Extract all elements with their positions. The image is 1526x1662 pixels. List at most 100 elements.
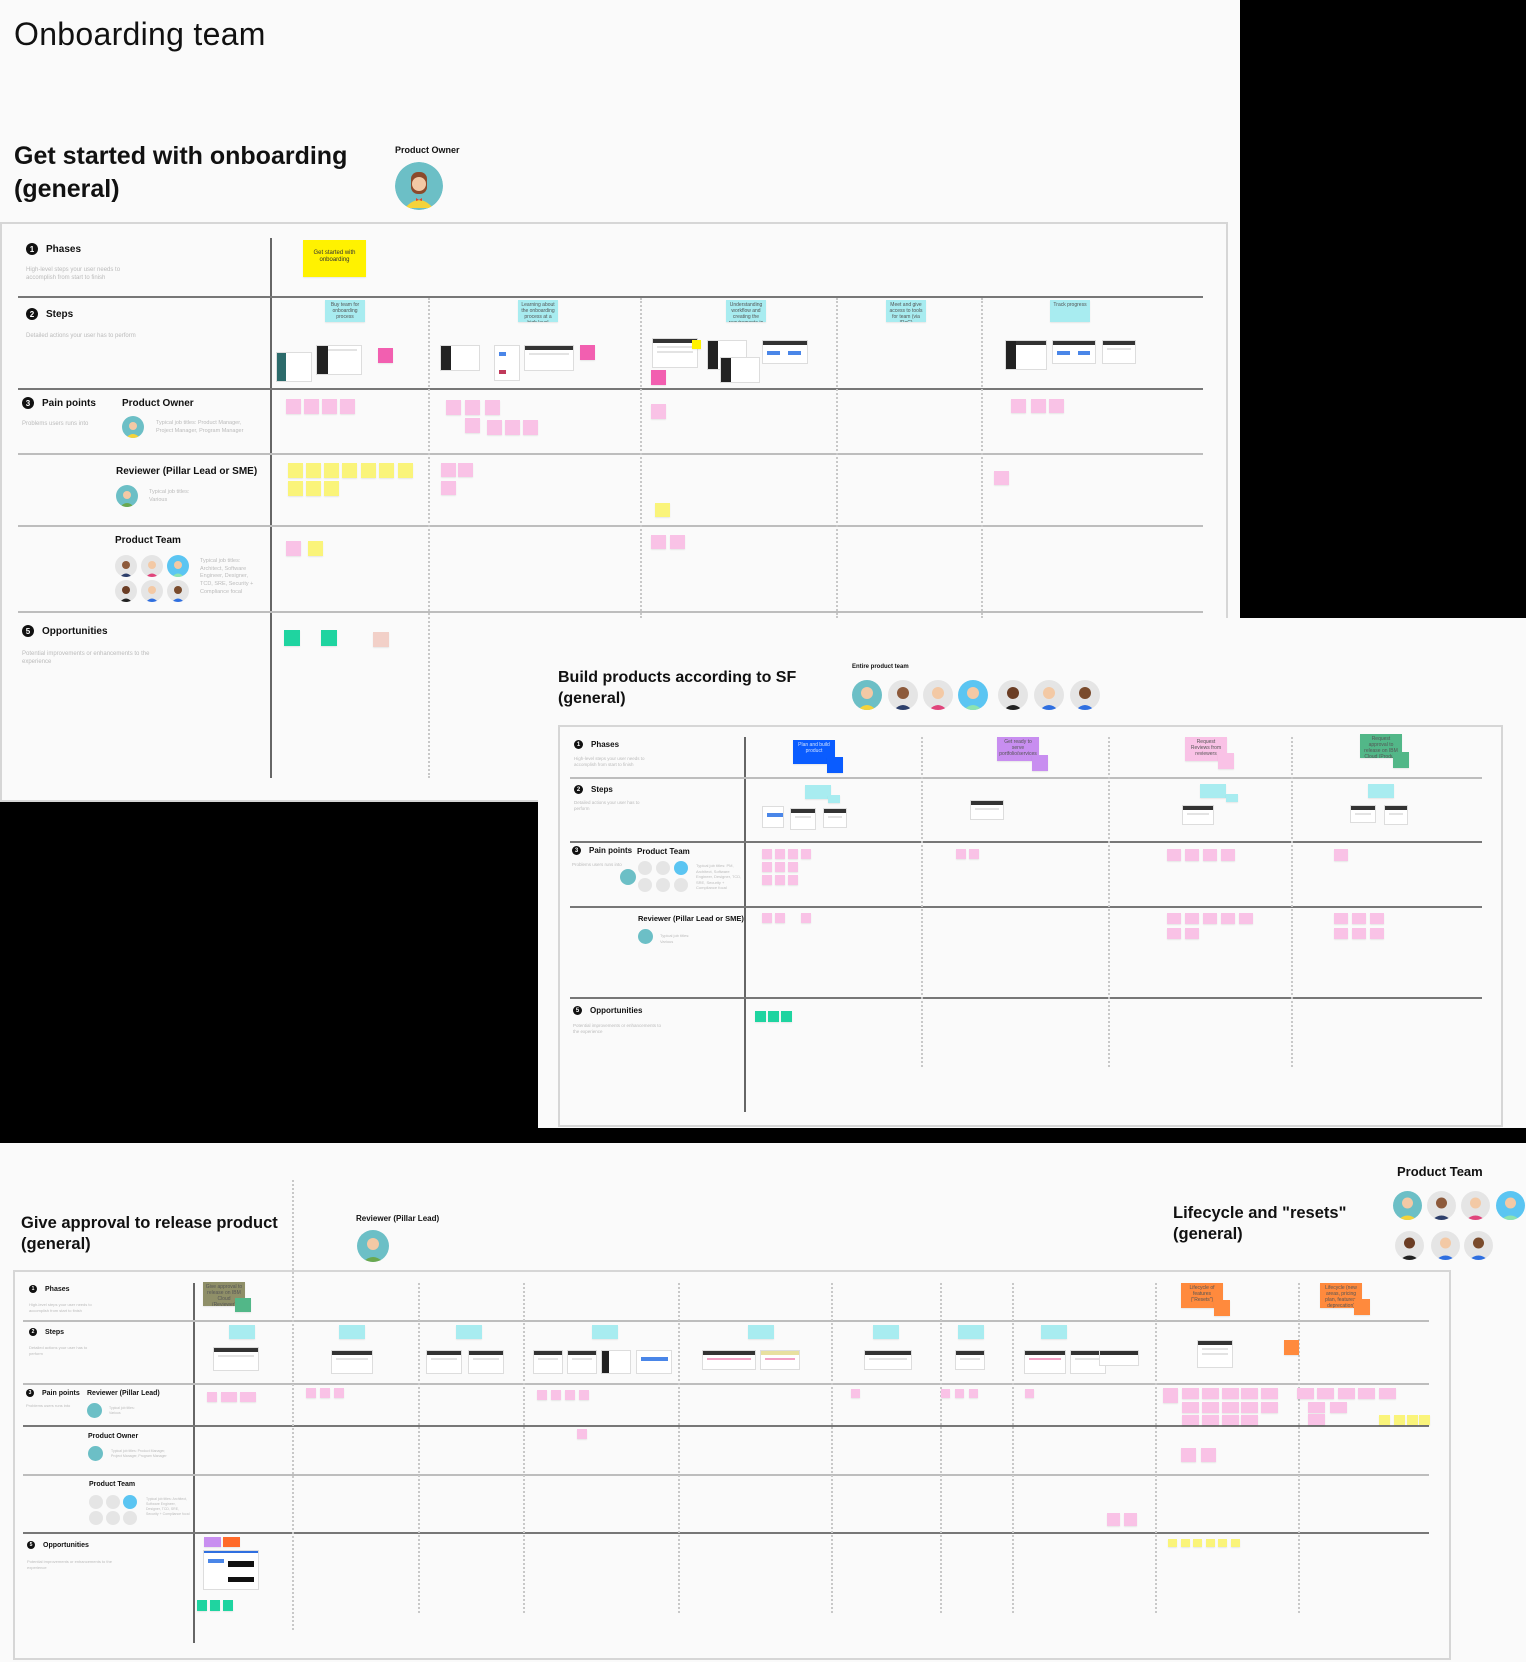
pain-note[interactable] bbox=[565, 1390, 575, 1400]
pain-note[interactable] bbox=[361, 463, 376, 478]
pain-note[interactable] bbox=[1297, 1388, 1314, 1399]
pain-note[interactable] bbox=[762, 849, 772, 859]
screenshot-thumbnail[interactable] bbox=[331, 1350, 373, 1374]
screenshot-thumbnail[interactable] bbox=[823, 808, 847, 828]
pain-note[interactable] bbox=[1185, 849, 1199, 861]
step-note[interactable]: Understanding workflow and creating the … bbox=[726, 300, 766, 322]
screenshot-thumbnail[interactable] bbox=[762, 340, 808, 364]
pain-note[interactable] bbox=[1031, 399, 1046, 413]
phase-note-detail[interactable] bbox=[1393, 752, 1409, 768]
screenshot-thumbnail[interactable] bbox=[1099, 1350, 1139, 1366]
pain-note[interactable] bbox=[1308, 1402, 1325, 1413]
pain-note[interactable] bbox=[1241, 1402, 1258, 1413]
pain-note[interactable] bbox=[1334, 913, 1348, 924]
pain-note[interactable] bbox=[851, 1389, 860, 1398]
pain-note[interactable] bbox=[1334, 849, 1348, 861]
opportunity-note[interactable] bbox=[1193, 1539, 1202, 1547]
pain-note[interactable] bbox=[286, 541, 301, 556]
pain-note[interactable] bbox=[286, 399, 301, 414]
pain-note[interactable] bbox=[1181, 1448, 1196, 1462]
pain-note[interactable] bbox=[1379, 1415, 1390, 1425]
pain-note[interactable] bbox=[306, 481, 321, 496]
pain-note[interactable] bbox=[537, 1390, 547, 1400]
step-note[interactable] bbox=[828, 795, 840, 803]
step-note[interactable] bbox=[592, 1325, 618, 1339]
phase-note-detail[interactable] bbox=[827, 757, 843, 773]
pain-note[interactable] bbox=[1261, 1388, 1278, 1399]
opportunity-note[interactable] bbox=[210, 1600, 220, 1611]
pain-note[interactable] bbox=[441, 481, 456, 495]
pain-note[interactable] bbox=[1261, 1402, 1278, 1413]
opportunity-note[interactable] bbox=[768, 1011, 779, 1022]
pain-note[interactable] bbox=[458, 463, 473, 477]
screenshot-thumbnail[interactable] bbox=[970, 800, 1004, 820]
step-note[interactable]: Meet and give access to tools for team (… bbox=[886, 300, 926, 322]
pain-note[interactable] bbox=[1185, 913, 1199, 924]
pain-note[interactable] bbox=[1163, 1388, 1178, 1403]
pain-note[interactable] bbox=[398, 463, 413, 478]
pain-note[interactable] bbox=[1239, 913, 1253, 924]
pain-note[interactable] bbox=[1025, 1389, 1034, 1398]
pain-note[interactable] bbox=[304, 399, 319, 414]
pain-note[interactable] bbox=[579, 1390, 589, 1400]
step-note[interactable]: Learning about the onboarding process at… bbox=[518, 300, 558, 322]
opportunity-note[interactable] bbox=[1168, 1539, 1177, 1547]
pain-note[interactable] bbox=[1334, 928, 1348, 939]
opportunity-note[interactable] bbox=[1231, 1539, 1240, 1547]
opportunity-note[interactable] bbox=[1181, 1539, 1190, 1547]
pain-note[interactable] bbox=[1203, 849, 1217, 861]
pain-note[interactable] bbox=[308, 541, 323, 556]
pain-note[interactable] bbox=[1419, 1415, 1430, 1425]
phase-note-detail[interactable] bbox=[235, 1298, 251, 1312]
phase-note[interactable]: Lifecycle (new areas, pricing plan, feat… bbox=[1320, 1283, 1362, 1308]
screenshot-thumbnail[interactable] bbox=[524, 345, 574, 371]
screenshot-thumbnail[interactable] bbox=[1024, 1350, 1066, 1374]
pain-note[interactable] bbox=[994, 471, 1009, 485]
pain-note[interactable] bbox=[551, 1390, 561, 1400]
screenshot-thumbnail[interactable] bbox=[213, 1347, 259, 1371]
phase-note-detail[interactable] bbox=[1218, 753, 1234, 769]
phase-note[interactable]: Get started with onboarding bbox=[303, 240, 366, 277]
screenshot-thumbnail[interactable] bbox=[760, 1350, 800, 1370]
pain-note[interactable] bbox=[1167, 849, 1181, 861]
pain-note[interactable] bbox=[956, 849, 966, 859]
screenshot-thumbnail[interactable] bbox=[1182, 805, 1214, 825]
pain-note[interactable] bbox=[1182, 1388, 1199, 1399]
pain-note[interactable] bbox=[379, 463, 394, 478]
opportunity-note[interactable] bbox=[321, 630, 337, 646]
screenshot-thumbnail[interactable] bbox=[426, 1350, 462, 1374]
pain-note[interactable] bbox=[1167, 913, 1181, 924]
step-note[interactable]: Buy team for onboarding process bbox=[325, 300, 365, 322]
pain-note[interactable] bbox=[651, 535, 666, 549]
phase-note-detail[interactable] bbox=[1214, 1300, 1230, 1316]
opportunity-note[interactable] bbox=[284, 630, 300, 646]
pain-note[interactable] bbox=[762, 913, 772, 923]
screenshot-thumbnail[interactable] bbox=[762, 806, 784, 828]
pain-note[interactable] bbox=[1222, 1415, 1239, 1425]
screenshot-thumbnail[interactable] bbox=[203, 1550, 259, 1590]
screenshot-thumbnail[interactable] bbox=[1350, 805, 1376, 823]
screenshot-thumbnail[interactable] bbox=[636, 1350, 672, 1374]
pain-note[interactable] bbox=[941, 1389, 950, 1398]
pain-note[interactable] bbox=[651, 404, 666, 419]
screenshot-thumbnail[interactable] bbox=[468, 1350, 504, 1374]
step-note[interactable] bbox=[1284, 1340, 1299, 1355]
screenshot-thumbnail[interactable] bbox=[1102, 340, 1136, 364]
pain-note[interactable] bbox=[1201, 1448, 1216, 1462]
step-note[interactable] bbox=[805, 785, 831, 799]
screenshot-thumbnail[interactable] bbox=[316, 345, 362, 375]
pain-note[interactable] bbox=[1049, 399, 1064, 413]
pain-note[interactable] bbox=[1317, 1388, 1334, 1399]
pain-note[interactable] bbox=[505, 420, 520, 435]
pain-note[interactable] bbox=[1379, 1388, 1396, 1399]
screenshot-thumbnail[interactable] bbox=[720, 357, 760, 383]
opportunity-note[interactable] bbox=[204, 1537, 221, 1547]
pain-note[interactable] bbox=[322, 399, 337, 414]
screenshot-thumbnail[interactable] bbox=[1197, 1340, 1233, 1368]
pain-note[interactable] bbox=[1011, 399, 1026, 413]
step-note[interactable] bbox=[958, 1325, 984, 1339]
opportunity-note[interactable] bbox=[1218, 1539, 1227, 1547]
pain-note[interactable] bbox=[762, 862, 772, 872]
pain-note[interactable] bbox=[1241, 1388, 1258, 1399]
pain-note[interactable] bbox=[306, 1388, 316, 1398]
